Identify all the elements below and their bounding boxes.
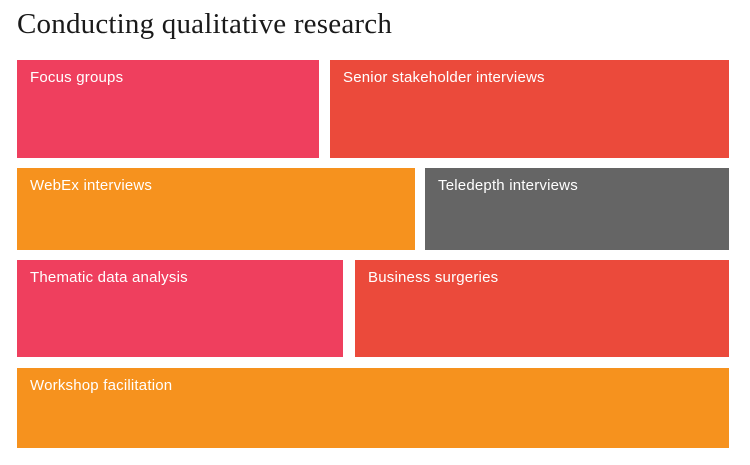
cell-label-senior-stakeholder-interviews: Senior stakeholder interviews — [343, 69, 545, 86]
cell-label-thematic-data-analysis: Thematic data analysis — [30, 269, 188, 286]
treemap-cell-thematic-data-analysis: Thematic data analysis — [17, 260, 343, 357]
page-title: Conducting qualitative research — [17, 8, 393, 40]
cell-label-teledepth-interviews: Teledepth interviews — [438, 177, 578, 194]
treemap-cell-business-surgeries: Business surgeries — [355, 260, 729, 357]
cell-label-business-surgeries: Business surgeries — [368, 269, 499, 286]
treemap-cell-senior-stakeholder-interviews: Senior stakeholder interviews — [330, 60, 729, 158]
cell-label-focus-groups: Focus groups — [30, 69, 124, 86]
cell-label-webex-interviews: WebEx interviews — [30, 177, 153, 194]
cell-label-workshop-facilitation: Workshop facilitation — [30, 377, 173, 394]
treemap-cell-focus-groups: Focus groups — [17, 60, 319, 158]
treemap-cell-webex-interviews: WebEx interviews — [17, 168, 415, 250]
treemap-cell-workshop-facilitation: Workshop facilitation — [17, 368, 729, 448]
treemap-cell-teledepth-interviews: Teledepth interviews — [425, 168, 729, 250]
